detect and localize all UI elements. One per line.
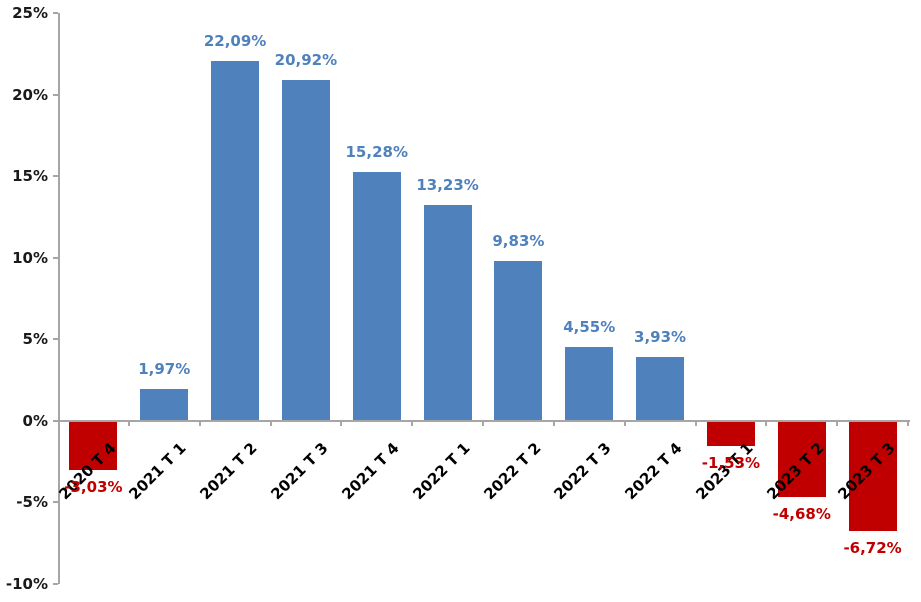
y-tick-label: -5% xyxy=(16,493,48,512)
y-axis-tick xyxy=(53,338,58,341)
x-axis-tick xyxy=(623,422,626,426)
y-tick-label: 20% xyxy=(12,85,48,104)
y-tick-label: 25% xyxy=(12,4,48,22)
bar-positive xyxy=(565,346,614,421)
y-tick-label: 5% xyxy=(22,330,48,349)
bar-value-label: 1,97% xyxy=(138,359,191,378)
bar-positive xyxy=(636,356,685,421)
category-label: 2022 T 2 xyxy=(479,439,545,504)
bar-value-label: 15,28% xyxy=(345,142,408,161)
x-axis-tick xyxy=(127,422,130,426)
bar-negative xyxy=(706,421,755,446)
bar-positive xyxy=(281,79,330,421)
x-axis-tick xyxy=(269,422,272,426)
y-axis-tick xyxy=(53,12,58,14)
bar-positive xyxy=(423,205,472,421)
bar-negative xyxy=(777,421,826,498)
y-axis-tick xyxy=(53,93,58,96)
bar-value-label: 3,93% xyxy=(634,327,687,346)
bar-value-label: -4,68% xyxy=(772,505,831,524)
x-axis-tick xyxy=(694,422,697,426)
bar-value-label: 9,83% xyxy=(492,231,545,250)
bar-value-label: 4,55% xyxy=(563,317,616,336)
bar-value-label: -1,53% xyxy=(701,454,761,472)
bar-value-label: 13,23% xyxy=(416,176,479,195)
category-label: 2021 T 2 xyxy=(196,439,261,504)
x-axis-tick xyxy=(482,422,484,426)
category-label: 2021 T 3 xyxy=(267,439,332,504)
y-axis-tick xyxy=(53,175,58,178)
x-axis-tick xyxy=(411,422,414,426)
y-axis-tick xyxy=(53,583,58,585)
bar-negative xyxy=(69,421,118,471)
x-axis-tick xyxy=(198,422,201,426)
bar-value-label: -3,03% xyxy=(64,478,123,497)
y-tick-label: -10% xyxy=(5,575,48,593)
bar-positive xyxy=(140,388,189,421)
bar-negative xyxy=(848,421,897,531)
bar-value-label: 22,09% xyxy=(203,31,267,50)
y-axis-tick xyxy=(53,501,58,504)
bar-positive xyxy=(352,171,401,421)
bar-positive xyxy=(211,60,260,421)
category-label: 2022 T 1 xyxy=(409,439,474,504)
x-axis-tick xyxy=(836,422,839,426)
y-tick-label: 15% xyxy=(12,167,48,186)
bar-value-label: -6,72% xyxy=(843,538,902,557)
x-axis-tick xyxy=(765,422,768,426)
y-axis-line xyxy=(58,13,60,584)
y-tick-label: 10% xyxy=(12,248,48,267)
x-axis-tick xyxy=(340,422,343,426)
x-axis-line xyxy=(58,420,910,422)
x-axis-tick xyxy=(552,422,555,426)
y-axis-tick xyxy=(53,256,58,259)
x-axis-tick xyxy=(907,422,909,426)
bar-value-label: 20,92% xyxy=(274,50,338,69)
y-tick-label: 0% xyxy=(22,411,48,430)
category-label: 2022 T 3 xyxy=(550,439,615,504)
category-label: 2021 T 4 xyxy=(338,439,403,504)
y-axis-tick xyxy=(53,419,58,422)
bar-positive xyxy=(494,260,543,421)
